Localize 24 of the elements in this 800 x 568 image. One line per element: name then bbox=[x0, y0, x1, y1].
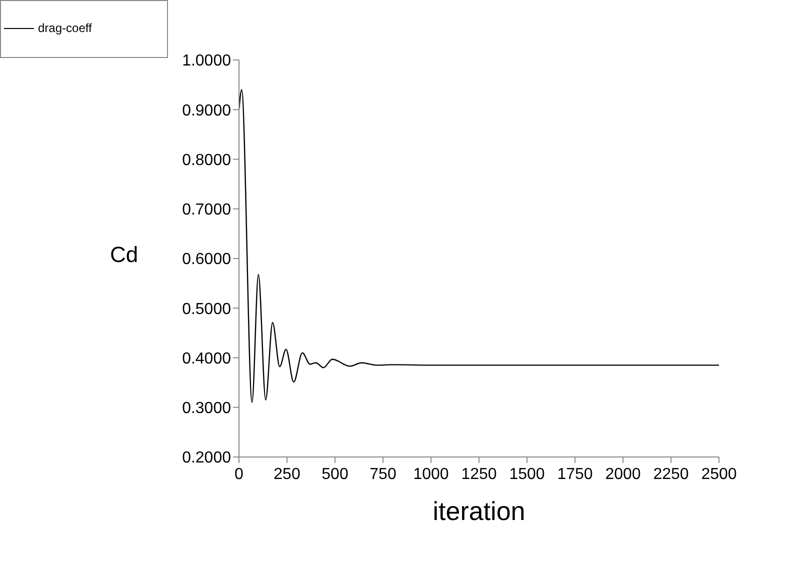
x-tick-label: 2000 bbox=[605, 466, 641, 483]
x-tick-label: 750 bbox=[370, 466, 396, 483]
x-tick-label: 1500 bbox=[509, 466, 545, 483]
y-axis-title: Cd bbox=[110, 242, 138, 268]
x-axis-title: iteration bbox=[432, 496, 526, 527]
x-tick-label: 1250 bbox=[461, 466, 497, 483]
x-tick-label: 1000 bbox=[413, 466, 449, 483]
y-tick-label: 0.7000 bbox=[182, 202, 232, 219]
x-tick-label: 2250 bbox=[653, 466, 689, 483]
y-tick-label: 1.0000 bbox=[182, 52, 232, 70]
x-tick-label: 0 bbox=[234, 466, 244, 483]
y-tick-label: 0.9000 bbox=[182, 102, 232, 120]
x-tick-label: 250 bbox=[274, 466, 300, 483]
x-tick-label: 1750 bbox=[557, 466, 593, 483]
y-tick-label: 0.3000 bbox=[182, 400, 232, 418]
x-tick-label: 2500 bbox=[701, 466, 737, 483]
y-tick-label: 0.4000 bbox=[182, 350, 232, 368]
y-tick-label: 0.2000 bbox=[182, 450, 232, 467]
x-tick-label: 500 bbox=[322, 466, 348, 483]
y-tick-label: 0.8000 bbox=[182, 152, 232, 169]
legend-label: drag-coeff bbox=[38, 21, 92, 35]
y-tick-label: 0.6000 bbox=[182, 251, 232, 268]
line-series bbox=[239, 89, 719, 404]
y-tick-label: 0.5000 bbox=[182, 300, 232, 318]
